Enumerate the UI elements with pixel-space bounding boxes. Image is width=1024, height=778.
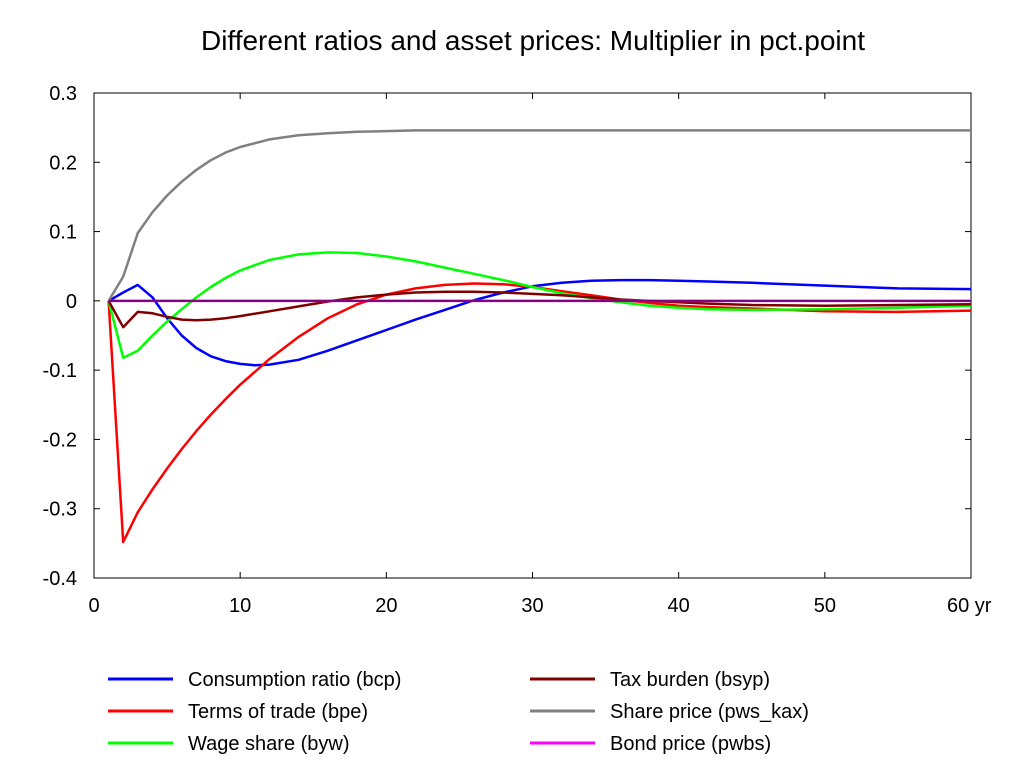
series-line-1 [107,282,972,544]
y-tick-label: 0.2 [49,152,77,174]
x-tick-label: 10 [229,595,251,617]
x-tick-label: 60 yr [947,595,992,617]
plot-frame [93,92,972,579]
y-tick-label: 0.1 [49,222,77,244]
legend: Consumption ratio (bcp) Terms of trade (b… [108,669,809,755]
y-tick-label: -0.3 [43,499,77,521]
x-tick-label: 20 [375,595,397,617]
legend-label: Share price (pws_kax) [610,701,809,723]
chart-title: Different ratios and asset prices: Multi… [201,25,865,56]
x-tick-label: 30 [521,595,543,617]
legend-label: Wage share (byw) [188,733,350,755]
series-lines [107,129,972,544]
series-line-3 [107,290,972,329]
x-tick-label: 50 [814,595,836,617]
y-tick-label: -0.2 [43,429,77,451]
series-line-0 [107,278,972,367]
y-tick-label: 0 [66,291,77,313]
y-tick-label: -0.1 [43,360,77,382]
x-tick-label: 40 [668,595,690,617]
x-tick-label: 0 [88,595,99,617]
legend-label: Bond price (pwbs) [610,733,771,755]
series-line-2 [107,251,972,359]
y-tick-label: 0.3 [49,83,77,105]
legend-label: Terms of trade (bpe) [188,701,368,723]
legend-label: Consumption ratio (bcp) [188,669,401,691]
y-tick-label: -0.4 [43,568,77,590]
axis-ticks: 0.3 0.2 0.1 0 -0.1 -0.2 -0.3 -0.4 0 10 20 30 40 50 60 … [43,83,992,617]
series-line-4 [107,129,971,302]
legend-label: Tax burden (bsyp) [610,669,770,691]
